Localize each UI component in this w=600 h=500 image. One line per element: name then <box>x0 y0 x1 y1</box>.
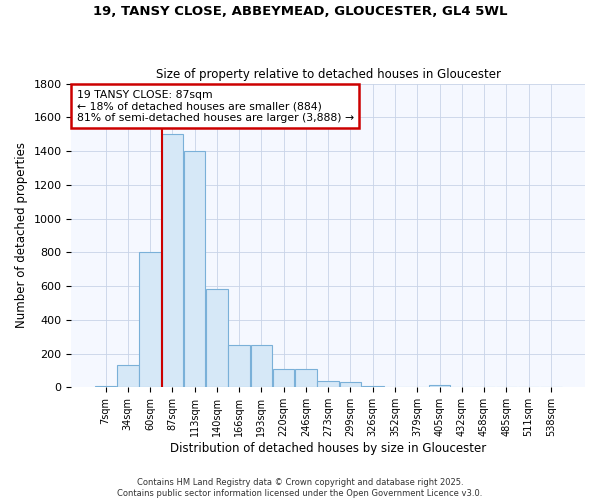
Bar <box>161 134 183 388</box>
Bar <box>229 345 250 388</box>
Bar <box>206 290 227 388</box>
Bar <box>317 382 339 388</box>
Text: 19 TANSY CLOSE: 87sqm
← 18% of detached houses are smaller (884)
81% of semi-det: 19 TANSY CLOSE: 87sqm ← 18% of detached … <box>77 90 353 123</box>
Bar <box>95 386 116 388</box>
Bar <box>117 366 139 388</box>
Bar <box>340 382 361 388</box>
Text: Contains HM Land Registry data © Crown copyright and database right 2025.
Contai: Contains HM Land Registry data © Crown c… <box>118 478 482 498</box>
Bar <box>273 369 295 388</box>
X-axis label: Distribution of detached houses by size in Gloucester: Distribution of detached houses by size … <box>170 442 487 455</box>
Bar <box>251 345 272 388</box>
Bar <box>184 151 205 388</box>
Y-axis label: Number of detached properties: Number of detached properties <box>15 142 28 328</box>
Bar <box>139 252 161 388</box>
Text: 19, TANSY CLOSE, ABBEYMEAD, GLOUCESTER, GL4 5WL: 19, TANSY CLOSE, ABBEYMEAD, GLOUCESTER, … <box>93 5 507 18</box>
Title: Size of property relative to detached houses in Gloucester: Size of property relative to detached ho… <box>156 68 501 81</box>
Bar <box>429 385 451 388</box>
Bar <box>362 386 383 388</box>
Bar <box>295 369 317 388</box>
